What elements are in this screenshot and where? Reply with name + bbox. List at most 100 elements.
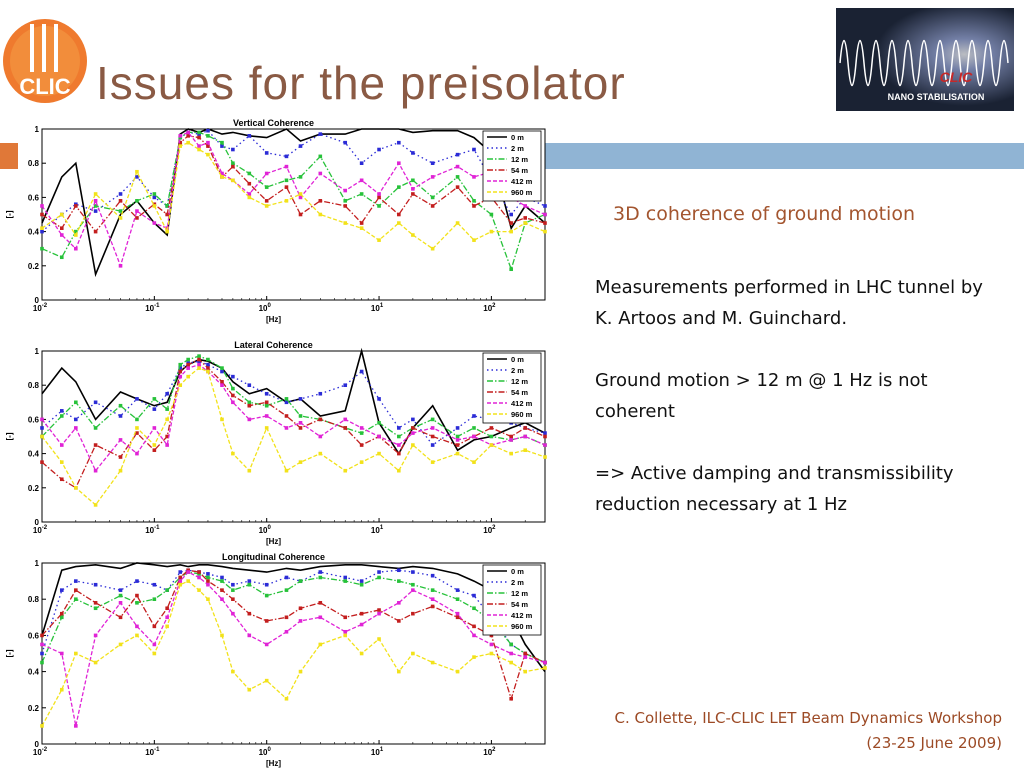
data-point xyxy=(247,383,252,387)
data-point xyxy=(247,403,252,408)
y-tick-label: 0.8 xyxy=(28,595,40,604)
data-point xyxy=(165,229,169,234)
data-point xyxy=(430,588,435,592)
data-point xyxy=(298,460,303,464)
data-point xyxy=(343,468,348,473)
y-tick-label: 0.6 xyxy=(28,193,40,202)
data-point xyxy=(377,238,381,242)
legend-box xyxy=(482,130,542,202)
data-point xyxy=(40,460,44,464)
data-point xyxy=(40,246,44,251)
data-point xyxy=(206,366,210,370)
data-point xyxy=(359,582,364,587)
data-point xyxy=(231,147,235,152)
data-point xyxy=(343,188,348,193)
y-tick-label: 1 xyxy=(35,347,40,356)
data-point xyxy=(543,455,547,459)
data-point xyxy=(284,414,289,418)
data-point xyxy=(197,570,201,574)
data-point xyxy=(343,140,348,145)
legend-label: 2 m xyxy=(511,578,524,587)
data-point xyxy=(197,362,201,367)
data-point xyxy=(397,443,401,447)
data-point xyxy=(359,192,364,196)
x-axis-label: [Hz] xyxy=(266,315,281,324)
data-point xyxy=(152,221,157,225)
logo-text: CLIC xyxy=(19,74,70,99)
y-tick-label: 0.8 xyxy=(28,159,40,168)
data-point xyxy=(247,611,252,616)
data-point xyxy=(74,597,78,601)
data-point xyxy=(74,229,78,234)
data-point xyxy=(206,140,210,145)
data-point xyxy=(411,187,415,191)
data-point xyxy=(343,575,348,580)
data-point xyxy=(318,199,323,203)
legend-label: 12 m xyxy=(511,377,528,386)
data-point xyxy=(377,192,381,196)
data-point xyxy=(411,582,415,587)
data-point xyxy=(264,403,269,408)
data-point xyxy=(59,443,64,447)
legend-label: 0 m xyxy=(511,133,524,142)
data-point xyxy=(220,144,224,148)
nano-stabilisation-banner: CLIC NANO STABILISATION xyxy=(836,8,1014,111)
data-point xyxy=(472,606,476,611)
data-point xyxy=(152,407,157,411)
x-tick-label: 100 xyxy=(259,747,272,757)
data-point xyxy=(343,629,348,634)
data-point xyxy=(165,204,169,208)
data-point xyxy=(135,175,139,179)
footer-line-2: (23-25 June 2009) xyxy=(866,734,1002,752)
data-point xyxy=(298,192,303,196)
data-point xyxy=(455,451,460,456)
data-point xyxy=(74,204,78,208)
data-point xyxy=(455,615,460,620)
data-point xyxy=(397,579,401,583)
data-point xyxy=(472,655,476,659)
x-tick-label: 10-1 xyxy=(145,525,160,535)
data-point xyxy=(318,642,323,647)
data-point xyxy=(455,669,460,674)
data-point xyxy=(74,233,78,237)
data-point xyxy=(430,434,435,439)
data-point xyxy=(523,434,528,439)
data-point xyxy=(59,226,64,230)
data-point xyxy=(231,597,235,601)
data-point xyxy=(284,696,289,701)
data-point xyxy=(118,588,123,592)
data-point xyxy=(509,696,513,701)
data-point xyxy=(543,666,547,670)
y-tick-label: 1 xyxy=(35,125,40,134)
data-point xyxy=(472,199,476,203)
data-point xyxy=(135,431,139,435)
data-point xyxy=(359,178,364,183)
data-point xyxy=(59,414,64,418)
data-point xyxy=(298,619,303,623)
y-tick-label: 1 xyxy=(35,559,40,568)
banner-brand: CLIC xyxy=(940,69,974,85)
data-point xyxy=(284,154,289,159)
data-point xyxy=(186,130,190,135)
data-point xyxy=(489,642,494,647)
data-point xyxy=(298,212,303,217)
data-point xyxy=(135,451,139,456)
data-point xyxy=(397,161,401,165)
data-point xyxy=(135,593,139,598)
data-point xyxy=(165,434,169,439)
data-point xyxy=(489,434,494,439)
data-point xyxy=(93,209,98,213)
data-point xyxy=(186,362,190,367)
data-point xyxy=(197,135,201,140)
data-point xyxy=(231,161,235,165)
data-point xyxy=(430,604,435,609)
data-point xyxy=(74,579,78,583)
data-point xyxy=(472,633,476,638)
data-point xyxy=(186,579,190,583)
data-point xyxy=(231,611,235,616)
data-point xyxy=(359,369,364,374)
data-point xyxy=(509,221,513,225)
y-tick-label: 0.4 xyxy=(28,450,40,459)
data-point xyxy=(220,417,224,422)
data-point xyxy=(343,383,348,387)
